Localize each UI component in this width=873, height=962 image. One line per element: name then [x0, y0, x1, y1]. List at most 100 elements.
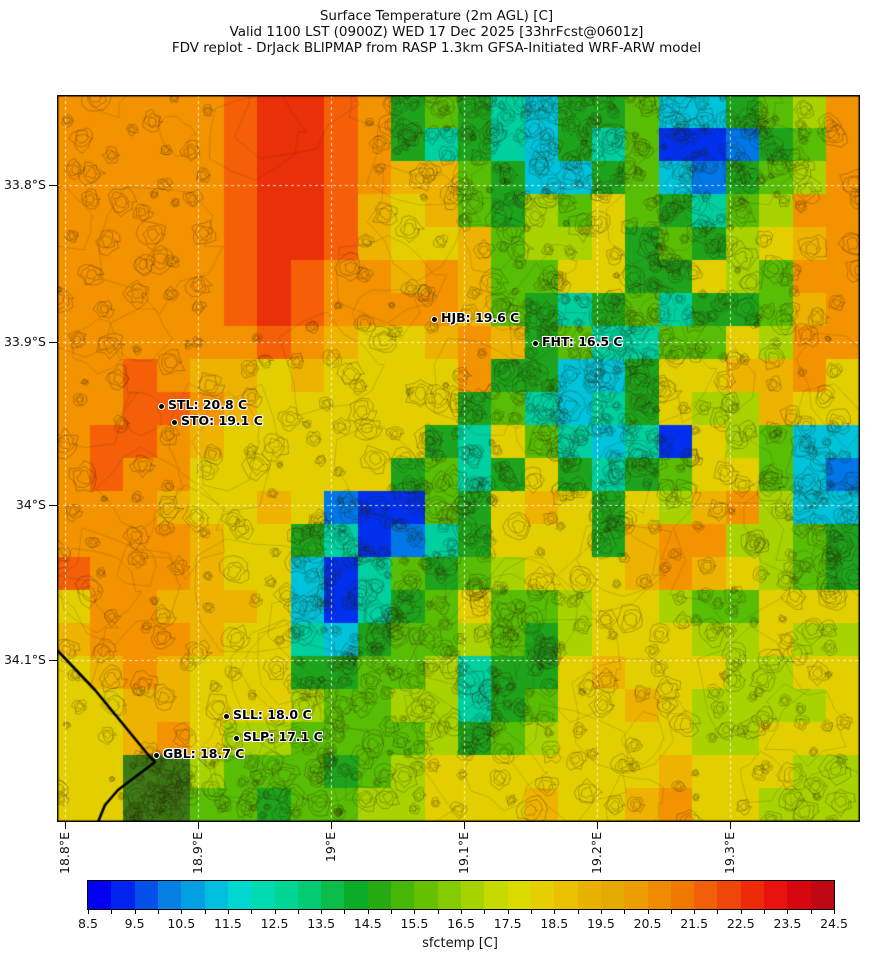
colorbar-segment	[274, 881, 298, 909]
colorbar-tick	[810, 910, 812, 914]
colorbar-tick	[181, 910, 183, 914]
colorbar-segment	[157, 881, 182, 909]
map-area	[57, 95, 860, 822]
y-axis-label: 34°S	[15, 497, 46, 512]
colorbar-tick	[740, 910, 742, 914]
colorbar-tick-label: 15.5	[400, 916, 429, 931]
colorbar-tick	[134, 910, 136, 914]
colorbar-segment	[694, 881, 718, 909]
x-axis-tick	[198, 822, 200, 829]
x-axis-tick	[464, 822, 466, 829]
colorbar-tick-label: 9.5	[124, 916, 145, 931]
colorbar-segment	[670, 881, 695, 909]
colorbar-tick-label: 8.5	[78, 916, 98, 931]
station-marker-sto	[170, 418, 178, 426]
colorbar-tick	[391, 910, 393, 914]
colorbar-segment	[764, 881, 788, 909]
x-axis-label: 18.8°E	[57, 832, 72, 874]
colorbar-tick	[414, 910, 416, 914]
station-label-slp: SLP: 17.1 C	[243, 729, 323, 744]
x-axis-tick	[65, 822, 67, 829]
colorbar-tick	[670, 910, 672, 914]
x-axis-label: 19.3°E	[722, 832, 737, 874]
colorbar-tick	[274, 910, 276, 914]
colorbar-segment	[321, 881, 345, 909]
colorbar-tick	[507, 910, 509, 914]
colorbar-segment	[484, 881, 508, 909]
colorbar-tick	[484, 910, 486, 914]
colorbar-segment	[181, 881, 205, 909]
colorbar-tick-label: 11.5	[213, 916, 242, 931]
station-label-sll: SLL: 18.0 C	[233, 707, 312, 722]
colorbar-segment	[391, 881, 415, 909]
colorbar-tick	[787, 910, 789, 914]
colorbar-tick-label: 14.5	[353, 916, 382, 931]
colorbar-tick	[694, 910, 696, 914]
colorbar-tick	[367, 910, 369, 914]
x-axis-tick	[730, 822, 732, 829]
colorbar-tick	[297, 910, 299, 914]
colorbar-tick	[577, 910, 579, 914]
y-axis-label: 34.1°S	[3, 652, 46, 667]
colorbar-segment	[367, 881, 392, 909]
plot-model-source: FDV replot - DrJack BLIPMAP from RASP 1.…	[171, 40, 702, 56]
colorbar-tick-label: 19.5	[586, 916, 615, 931]
colorbar-segment	[647, 881, 671, 909]
colorbar-tick	[530, 910, 532, 914]
y-axis-tick	[49, 185, 57, 187]
colorbar-segment	[600, 881, 625, 909]
colorbar-tick	[111, 910, 113, 914]
colorbar-tick-label: 21.5	[680, 916, 709, 931]
title-block: Surface Temperature (2m AGL) [C] Valid 1…	[0, 8, 873, 56]
x-axis-label: 19.1°E	[456, 832, 471, 874]
station-label-gbl: GBL: 18.7 C	[163, 746, 245, 761]
colorbar-tick	[204, 910, 206, 914]
colorbar-tick	[600, 910, 602, 914]
station-label-sto: STO: 19.1 C	[181, 413, 263, 428]
colorbar-tick-label: 16.5	[447, 916, 475, 931]
colorbar-segment	[134, 881, 158, 909]
colorbar-segment	[111, 881, 135, 909]
y-axis-label: 33.9°S	[3, 334, 46, 349]
colorbar-segment	[344, 881, 368, 909]
colorbar-segment	[717, 881, 741, 909]
colorbar-tick	[344, 910, 346, 914]
colorbar-tick	[834, 910, 835, 914]
plot-title: Surface Temperature (2m AGL) [C]	[319, 8, 554, 24]
colorbar-segment	[414, 881, 438, 909]
colorbar-tick-label: 23.5	[773, 916, 802, 931]
station-label-fht: FHT: 16.5 C	[542, 334, 623, 349]
colorbar-tick	[88, 910, 89, 914]
x-axis-label: 18.9°E	[190, 832, 205, 874]
station-marker-stl	[157, 402, 165, 410]
colorbar-tick-label: 10.5	[167, 916, 196, 931]
colorbar-segment	[437, 881, 461, 909]
colorbar-tick	[321, 910, 323, 914]
colorbar-segment	[624, 881, 648, 909]
colorbar-segment	[810, 881, 834, 909]
y-axis-tick	[49, 660, 57, 662]
y-axis-tick	[49, 505, 57, 507]
colorbar-tick-label: 20.5	[633, 916, 662, 931]
colorbar-tick	[251, 910, 253, 914]
colorbar-tick-label: 22.5	[726, 916, 755, 931]
x-axis-tick	[597, 822, 599, 829]
y-axis-label: 33.8°S	[3, 177, 46, 192]
colorbar-segment	[787, 881, 811, 909]
colorbar-tick	[717, 910, 719, 914]
station-marker-hjb	[430, 315, 438, 323]
colorbar-tick	[554, 910, 556, 914]
colorbar-segment	[530, 881, 555, 909]
colorbar-segment	[204, 881, 228, 909]
colorbar-segment	[507, 881, 531, 909]
colorbar-tick	[764, 910, 766, 914]
colorbar-caption: sfctemp [C]	[422, 936, 498, 951]
colorbar-segment	[251, 881, 275, 909]
colorbar-tick	[461, 910, 462, 914]
plot-valid-time: Valid 1100 LST (0900Z) WED 17 Dec 2025 […	[229, 24, 644, 40]
colorbar-segment	[577, 881, 601, 909]
colorbar-tick	[227, 910, 229, 914]
colorbar-segment	[297, 881, 322, 909]
colorbar-segment	[461, 881, 485, 909]
